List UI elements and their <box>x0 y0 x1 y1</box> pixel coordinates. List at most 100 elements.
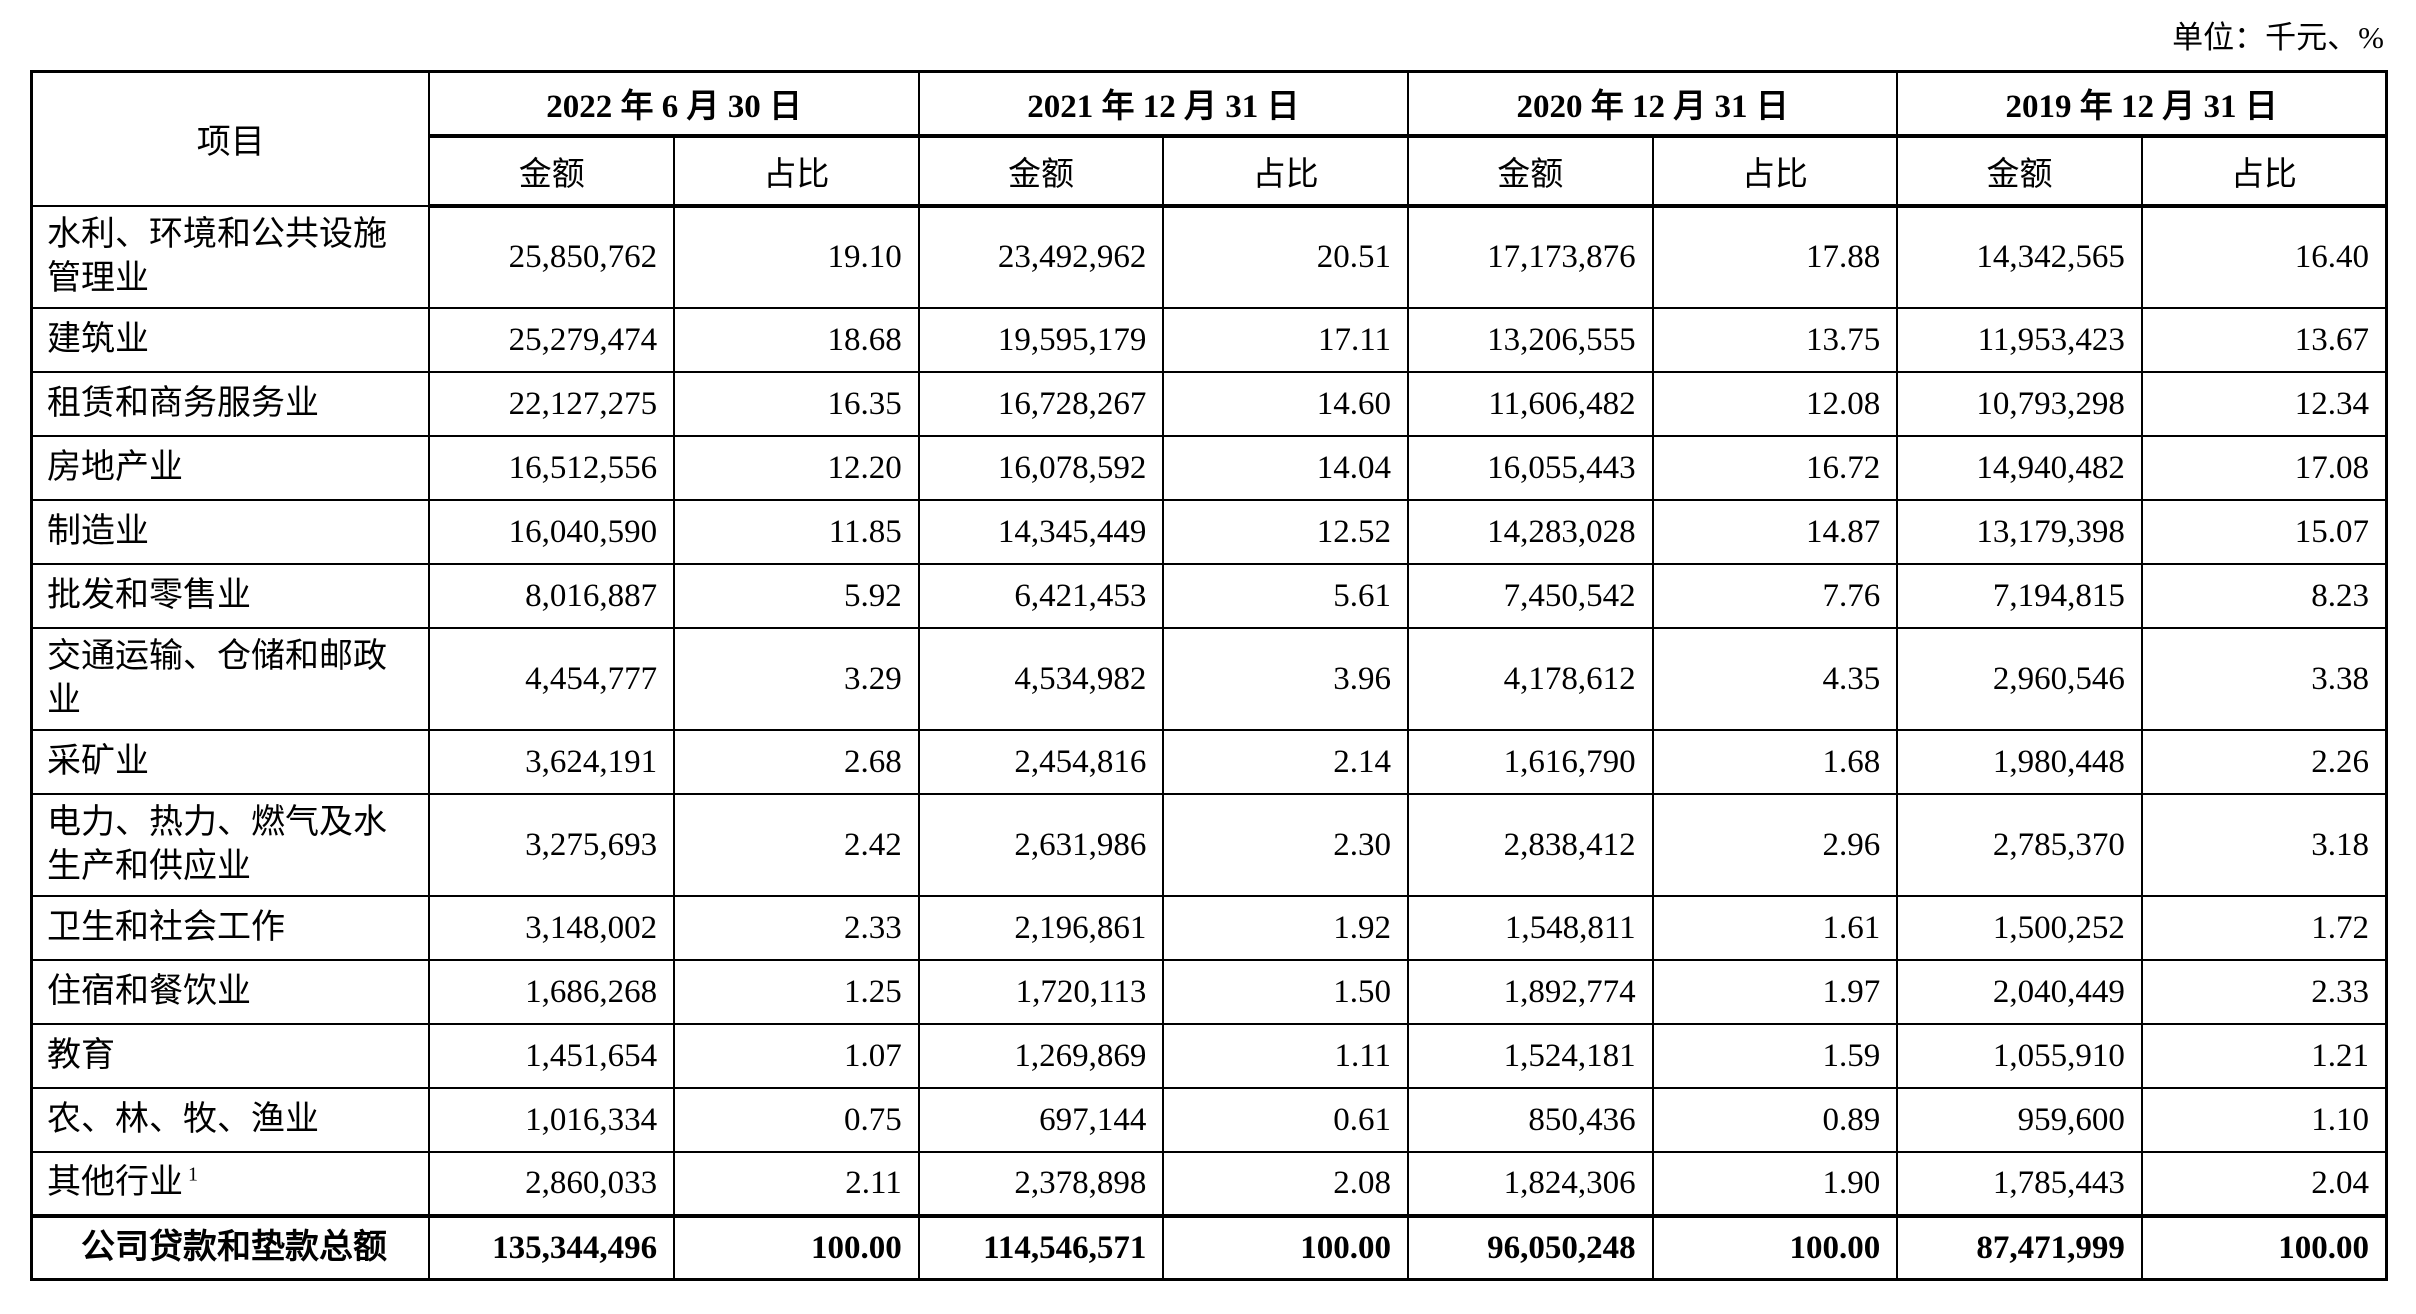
value-cell: 1,269,869 <box>917 1022 1165 1089</box>
value-cell: 2.33 <box>673 894 920 961</box>
value-cell: 2.26 <box>2140 728 2388 795</box>
value-cell: 1,524,181 <box>1406 1022 1654 1089</box>
value-cell: 4,534,982 <box>917 626 1165 731</box>
value-cell: 7,194,815 <box>1896 562 2143 629</box>
value-cell: 1.72 <box>2140 894 2388 961</box>
table-row: 住宿和餐饮业 1,686,268 1.25 1,720,113 1.50 1,892,77… <box>30 958 2388 1025</box>
value-cell: 25,279,474 <box>428 306 676 373</box>
value-cell: 17.88 <box>1651 204 1899 309</box>
value-cell: 1,980,448 <box>1896 728 2143 795</box>
value-cell: 5.61 <box>1162 562 1409 629</box>
row-label: 租赁和商务服务业 <box>30 370 431 437</box>
value-cell: 3,148,002 <box>428 894 676 961</box>
value-cell: 1.68 <box>1651 728 1899 795</box>
value-cell: 0.75 <box>673 1086 920 1153</box>
date-header-row: 项目 2022 年 6 月 30 日 2021 年 12 月 31 日 2020… <box>30 70 2388 207</box>
row-label: 农、林、牧、渔业 <box>30 1086 431 1153</box>
value-cell: 3.29 <box>673 626 920 731</box>
amount-header: 金额 <box>1896 134 2143 208</box>
table-row: 农、林、牧、渔业 1,016,334 0.75 697,144 0.61 850,436 0… <box>30 1086 2388 1153</box>
value-cell: 850,436 <box>1406 1086 1654 1153</box>
total-value-cell: 100.00 <box>1162 1213 1409 1281</box>
value-cell: 2.42 <box>673 792 920 897</box>
value-cell: 14.87 <box>1651 498 1899 565</box>
total-value-cell: 135,344,496 <box>428 1213 676 1281</box>
value-cell: 10,793,298 <box>1896 370 2143 437</box>
value-cell: 12.34 <box>2140 370 2388 437</box>
value-cell: 2.68 <box>673 728 920 795</box>
value-cell: 14,940,482 <box>1896 434 2143 501</box>
value-cell: 16,078,592 <box>917 434 1165 501</box>
value-cell: 2,785,370 <box>1896 792 2143 897</box>
value-cell: 2,960,546 <box>1896 626 2143 731</box>
table-row: 批发和零售业 8,016,887 5.92 6,421,453 5.61 7,450,54… <box>30 562 2388 629</box>
value-cell: 19.10 <box>673 204 920 309</box>
total-value-cell: 100.00 <box>2140 1213 2388 1281</box>
row-label: 水利、环境和公共设施管理业 <box>30 204 431 309</box>
value-cell: 16.35 <box>673 370 920 437</box>
value-cell: 14,342,565 <box>1896 204 2143 309</box>
value-cell: 1,720,113 <box>917 958 1165 1025</box>
value-cell: 1,785,443 <box>1896 1150 2143 1217</box>
value-cell: 1,055,910 <box>1896 1022 2143 1089</box>
amount-header: 金额 <box>428 134 676 208</box>
value-cell: 13,206,555 <box>1406 306 1654 373</box>
value-cell: 1,016,334 <box>428 1086 676 1153</box>
value-cell: 1,892,774 <box>1406 958 1654 1025</box>
total-value-cell: 100.00 <box>1651 1213 1899 1281</box>
date-header-2021-12-31: 2021 年 12 月 31 日 <box>917 70 1409 138</box>
total-value-cell: 87,471,999 <box>1896 1213 2143 1281</box>
value-cell: 11.85 <box>673 498 920 565</box>
sub-header-row: 金额 占比 金额 占比 金额 占比 金额 占比 <box>32 134 2388 208</box>
total-value-cell: 114,546,571 <box>917 1213 1165 1281</box>
value-cell: 0.89 <box>1651 1086 1899 1153</box>
value-cell: 959,600 <box>1896 1086 2143 1153</box>
table-row: 制造业 16,040,590 11.85 14,345,449 12.52 14,283,… <box>30 498 2388 565</box>
value-cell: 14,345,449 <box>917 498 1165 565</box>
value-cell: 1.11 <box>1162 1022 1409 1089</box>
value-cell: 7,450,542 <box>1406 562 1654 629</box>
ratio-header: 占比 <box>2140 134 2388 208</box>
ratio-header: 占比 <box>673 134 920 208</box>
value-cell: 13.67 <box>2140 306 2388 373</box>
value-cell: 23,492,962 <box>917 204 1165 309</box>
value-cell: 1,548,811 <box>1406 894 1654 961</box>
value-cell: 0.61 <box>1162 1086 1409 1153</box>
ratio-header: 占比 <box>1651 134 1899 208</box>
value-cell: 16.72 <box>1651 434 1899 501</box>
value-cell: 2,838,412 <box>1406 792 1654 897</box>
value-cell: 13.75 <box>1651 306 1899 373</box>
value-cell: 697,144 <box>917 1086 1165 1153</box>
amount-header: 金额 <box>1406 134 1654 208</box>
value-cell: 2,631,986 <box>917 792 1165 897</box>
value-cell: 3,624,191 <box>428 728 676 795</box>
value-cell: 14,283,028 <box>1406 498 1654 565</box>
value-cell: 1,451,654 <box>428 1022 676 1089</box>
value-cell: 25,850,762 <box>428 204 676 309</box>
value-cell: 19,595,179 <box>917 306 1165 373</box>
value-cell: 1,824,306 <box>1406 1150 1654 1217</box>
value-cell: 7.76 <box>1651 562 1899 629</box>
value-cell: 1.92 <box>1162 894 1409 961</box>
value-cell: 5.92 <box>673 562 920 629</box>
total-value-cell: 96,050,248 <box>1406 1213 1654 1281</box>
value-cell: 1,500,252 <box>1896 894 2143 961</box>
value-cell: 1,686,268 <box>428 958 676 1025</box>
value-cell: 11,953,423 <box>1896 306 2143 373</box>
table-row: 水利、环境和公共设施管理业 25,850,762 19.10 23,492,962 20… <box>30 204 2388 309</box>
value-cell: 2.96 <box>1651 792 1899 897</box>
row-label: 制造业 <box>30 498 431 565</box>
date-header-2019-12-31: 2019 年 12 月 31 日 <box>1896 70 2388 138</box>
value-cell: 1.10 <box>2140 1086 2388 1153</box>
item-column-header: 项目 <box>30 70 431 207</box>
value-cell: 2,454,816 <box>917 728 1165 795</box>
table-footer: 公司贷款和垫款总额 135,344,496 100.00 114,546,571… <box>30 1213 2388 1281</box>
value-cell: 2,860,033 <box>428 1150 676 1217</box>
value-cell: 16,055,443 <box>1406 434 1654 501</box>
value-cell: 1.25 <box>673 958 920 1025</box>
value-cell: 2.33 <box>2140 958 2388 1025</box>
row-label: 电力、热力、燃气及水生产和供应业 <box>30 792 431 897</box>
value-cell: 2,378,898 <box>917 1150 1165 1217</box>
value-cell: 2.11 <box>673 1150 920 1217</box>
